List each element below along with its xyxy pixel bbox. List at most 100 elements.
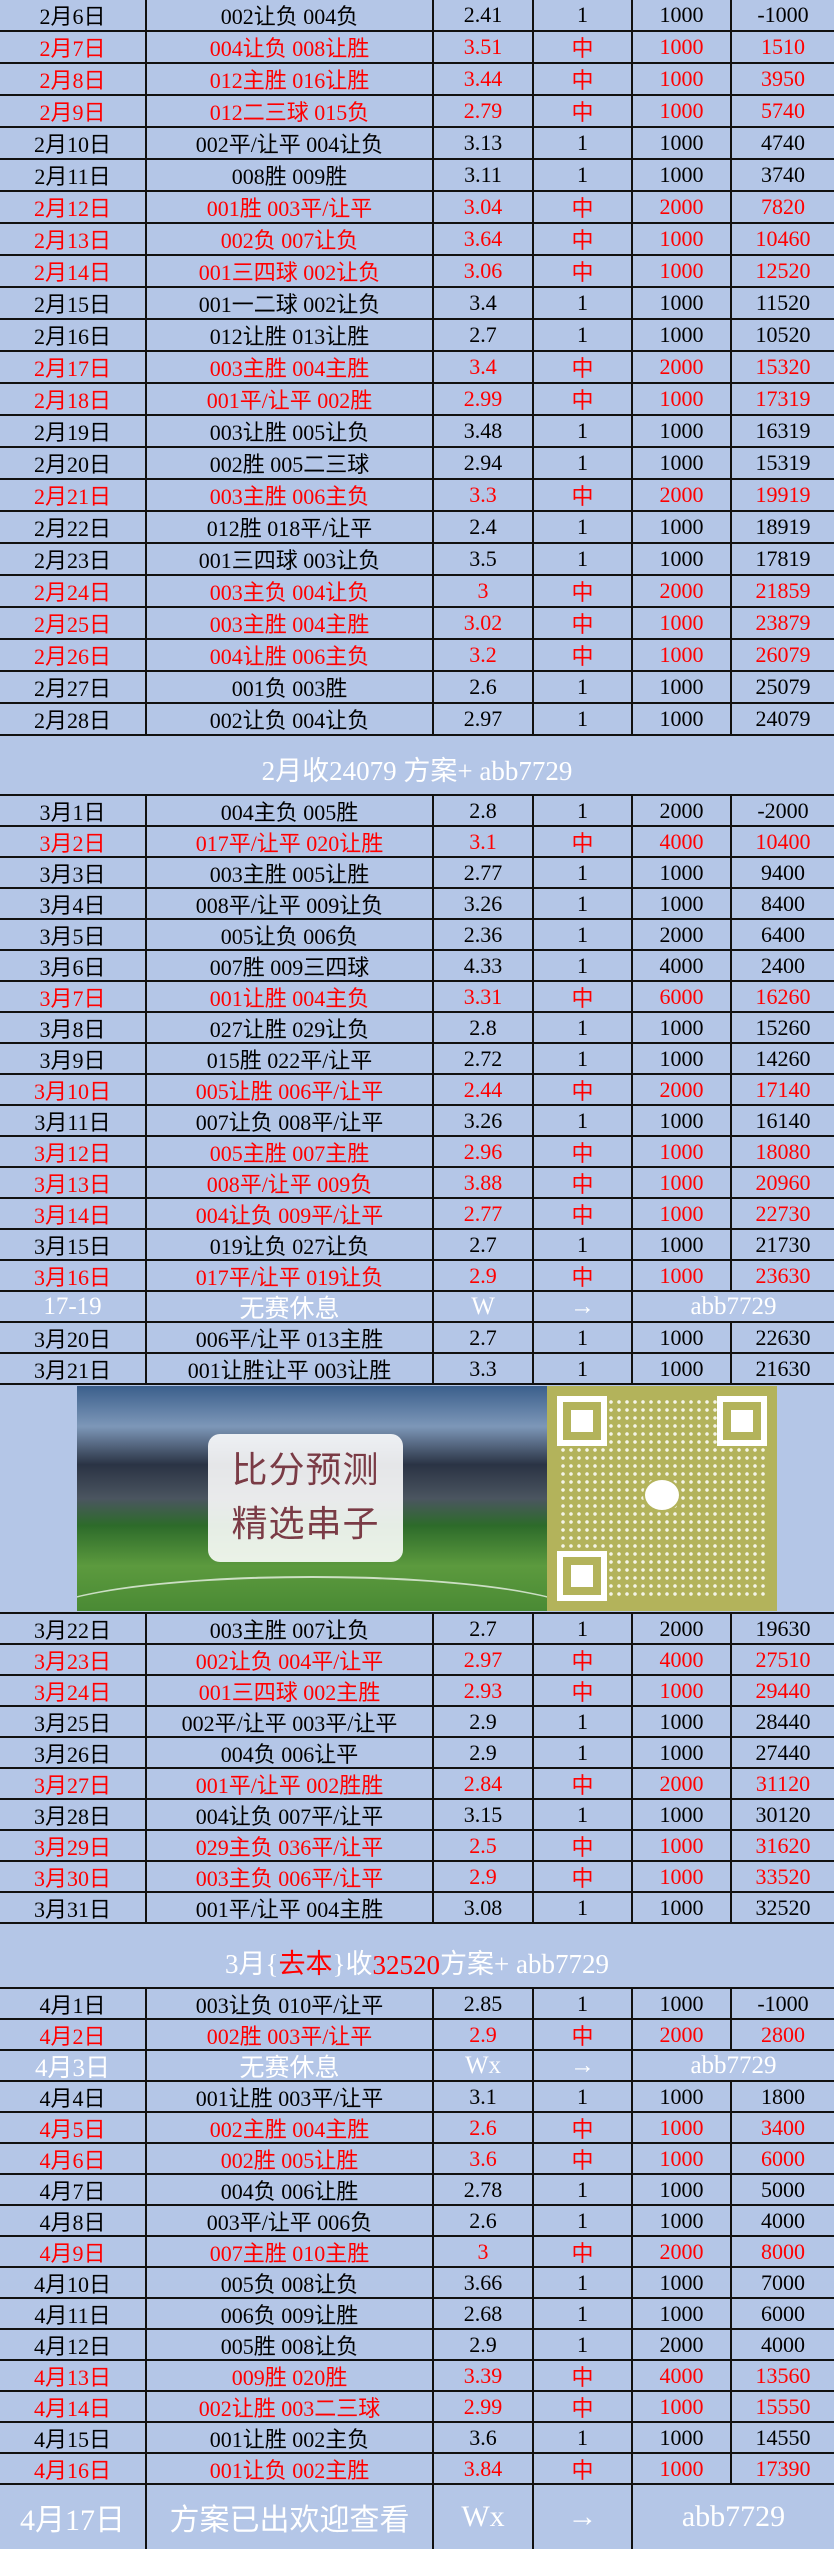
table-row: 4月14日 002让胜 003二三球 2.99 中 1000 15550 [0,2392,834,2423]
date-cell: 3月24日 [0,1676,147,1705]
picks-cell: 002胜 005让胜 [147,2144,434,2173]
odds-cell: 3.4 [434,352,534,382]
balance-cell: 27510 [755,1646,811,1672]
table-row: 3月12日 005主胜 007主胜 2.96 中 1000 18080 [0,1137,834,1168]
summary-text: 去本 [278,1949,333,1979]
stake-cell: 1000 [633,1800,732,1829]
table-row: 3月30日 003主负 006平/让平 2.9 中 1000 33520 [0,1862,834,1893]
table-row: 3月5日 005让负 006负 2.36 1 2000 6400 [0,920,834,951]
qr-code[interactable] [547,1386,777,1611]
odds-cell: 2.79 [434,96,534,126]
result-cell: 中 [534,2020,633,2049]
date-cell: 2月22日 [0,512,147,542]
odds-cell: 3.84 [434,2454,534,2483]
result-cell: 中 [534,982,633,1011]
result-cell: 1 [534,2268,633,2297]
result-cell: 中 [534,256,633,286]
picks-cell: 001平/让平 004主胜 [147,1893,434,1922]
picks-cell: 007胜 009三四球 [147,951,434,980]
date-cell: 2月14日 [0,256,147,286]
table-row: 4月11日 006负 009让胜 2.68 1 1000 6000 [0,2299,834,2330]
date-cell: 3月4日 [0,889,147,918]
stake-cell: 1000 [633,1013,732,1042]
date-cell: 2月27日 [0,672,147,702]
date-cell: 2月28日 [0,704,147,734]
date-cell: 2月17日 [0,352,147,382]
stake-cell: 1000 [633,384,732,414]
odds-cell: 2.97 [434,704,534,734]
result-cell: 1 [534,1614,633,1643]
balance-cell: 25079 [755,674,811,699]
date-cell: 2月23日 [0,544,147,574]
stake-cell: 1000 [633,1106,732,1135]
balance-cell: 15320 [755,354,811,379]
table-row: 2月27日 001负 003胜 2.6 1 1000 25079 [0,672,834,704]
result-cell: 中 [534,1831,633,1860]
picks-cell: 003主胜 004主胜 [147,352,434,382]
result-cell: 1 [534,2299,633,2328]
stake-cell: 2000 [633,576,732,606]
odds-cell: 2.8 [434,796,534,825]
date-cell: 2月16日 [0,320,147,350]
table-row: 3月25日 002平/让平 003平/让平 2.9 1 1000 28440 [0,1707,834,1738]
table-row: 2月6日 002让负 004负 2.41 1 1000 -1000 [0,0,834,32]
result-cell: 中 [534,352,633,382]
picks-cell: 004让负 007平/让平 [147,1800,434,1829]
stake-cell: 1000 [633,2206,732,2235]
stake-cell: 1000 [633,544,732,574]
odds-cell: 3.2 [434,640,534,670]
balance-cell: 3740 [761,162,805,187]
date-cell: 17-19 [0,1292,147,1321]
stake-cell: 1000 [633,1738,732,1767]
balance-cell: 5000 [761,2176,805,2202]
table-row: 3月6日 007胜 009三四球 4.33 1 4000 2400 [0,951,834,982]
stake-cell: 1000 [633,1354,732,1383]
odds-cell: 3.3 [434,1354,534,1383]
ad-overlay[interactable]: 比分预测 精选串子 [77,1386,777,1611]
odds-cell: 2.7 [434,1323,534,1352]
result-cell: 中 [534,480,633,510]
result-cell: 1 [534,889,633,918]
table-row: 2月20日 002胜 005二三球 2.94 1 1000 15319 [0,448,834,480]
odds-cell: 2.99 [434,384,534,414]
result-cell: 1 [534,1230,633,1259]
table-row: 3月10日 005让胜 006平/让平 2.44 中 2000 17140 [0,1075,834,1106]
balance-cell: 19630 [755,1615,811,1641]
table-row: 3月9日 015胜 022平/让平 2.72 1 1000 14260 [0,1044,834,1075]
date-cell: 2月13日 [0,224,147,254]
date-cell: 4月4日 [0,2082,147,2111]
stake-cell: 1000 [633,858,732,887]
date-cell: 2月8日 [0,64,147,94]
balance-cell: 6400 [761,921,805,947]
picks-cell: 003让负 010平/让平 [147,1989,434,2018]
picks-cell: 005胜 008让负 [147,2330,434,2359]
stake-cell: 1000 [633,1323,732,1352]
picks-cell: 017平/让平 020让胜 [147,827,434,856]
balance-cell: 33520 [755,1863,811,1889]
odds-cell: 3.48 [434,416,534,446]
table-row: 2月19日 003让胜 005让负 3.48 1 1000 16319 [0,416,834,448]
table-row: 2月28日 002让负 004让负 2.97 1 1000 24079 [0,704,834,736]
date-cell: 3月31日 [0,1893,147,1922]
contact-cell: abb7729 [690,1292,777,1320]
balance-cell: 9400 [761,859,805,885]
balance-cell: 4000 [761,2207,805,2233]
odds-cell: 3.3 [434,480,534,510]
table-row: 2月23日 001三四球 003让负 3.5 1 1000 17819 [0,544,834,576]
result-cell: 1 [534,416,633,446]
balance-cell: 6000 [761,2300,805,2326]
picks-cell: 002让负 004让负 [147,704,434,734]
table-row: 2月24日 003主负 004让负 3 中 2000 21859 [0,576,834,608]
balance-cell: 27440 [755,1739,811,1765]
stake-cell: 2000 [633,352,732,382]
picks-cell: 003主胜 005让胜 [147,858,434,887]
picks-cell: 004负 006让胜 [147,2175,434,2204]
result-cell: 1 [534,704,633,734]
result-cell: 1 [534,0,633,30]
balance-cell: 2400 [761,952,805,978]
balance-cell: 17819 [755,546,811,571]
odds-cell: 3.39 [434,2361,534,2390]
picks-cell: 003平/让平 006负 [147,2206,434,2235]
balance-cell: 11520 [755,290,811,315]
result-cell: 中 [534,2144,633,2173]
